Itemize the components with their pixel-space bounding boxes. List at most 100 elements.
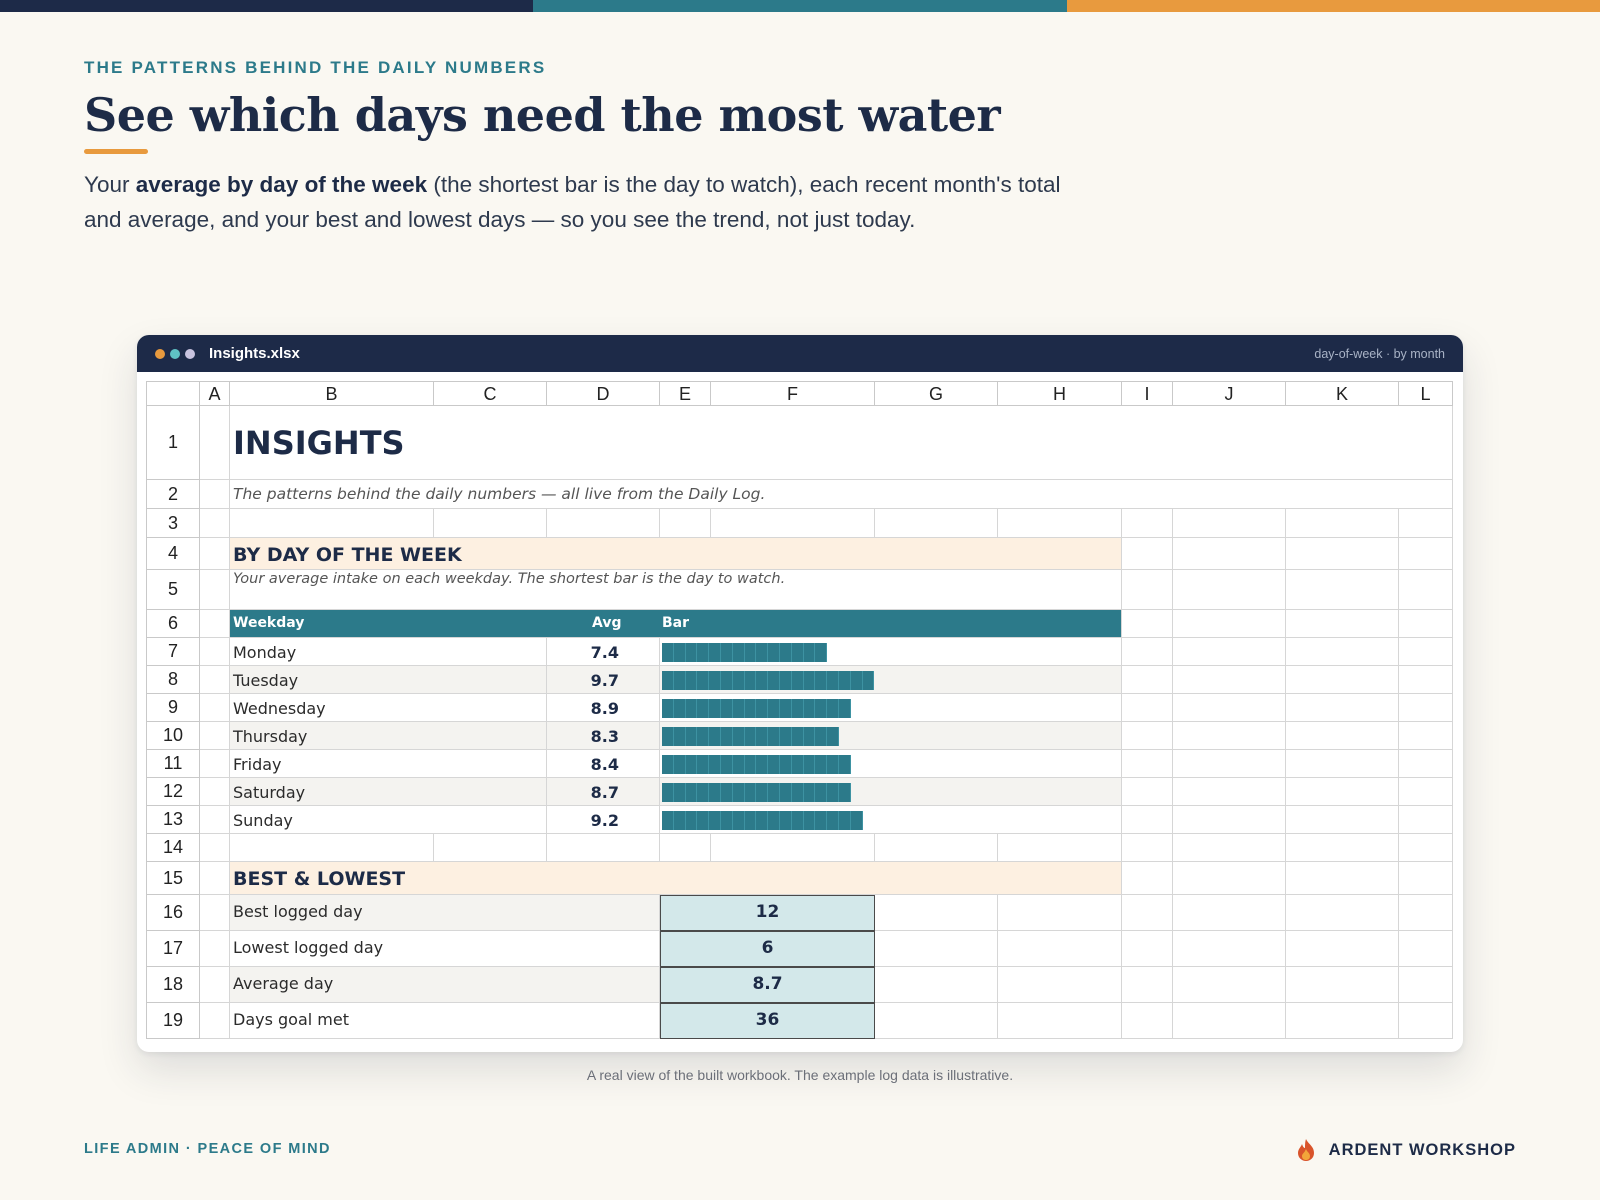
grid-cell[interactable]: [1286, 722, 1399, 750]
row-header-2[interactable]: 2: [146, 480, 200, 509]
row-header-12[interactable]: 12: [146, 778, 200, 806]
grid-cell[interactable]: [1399, 610, 1453, 638]
grid-cell[interactable]: [998, 834, 1122, 862]
grid-cell[interactable]: [1286, 694, 1399, 722]
grid-cell[interactable]: [200, 610, 230, 638]
grid-cell[interactable]: [1173, 570, 1286, 610]
spreadsheet-grid[interactable]: A B C D E F G H I J K L 1 2 3 4 5 6 7 8 9 10 11 12 13 14 15 16 17 18 1…: [146, 381, 1453, 1045]
row-header-13[interactable]: 13: [146, 806, 200, 834]
grid-cell[interactable]: [200, 778, 230, 806]
grid-cell[interactable]: [230, 834, 434, 862]
grid-cell[interactable]: [1173, 967, 1286, 1003]
grid-cell[interactable]: [230, 509, 434, 538]
grid-cell[interactable]: [1399, 666, 1453, 694]
grid-cell[interactable]: [1399, 538, 1453, 570]
grid-cell[interactable]: [875, 895, 998, 931]
grid-cell[interactable]: [1399, 722, 1453, 750]
column-header-f[interactable]: F: [711, 381, 875, 406]
column-header-a[interactable]: A: [200, 381, 230, 406]
grid-cell[interactable]: [1286, 862, 1399, 895]
grid-cell[interactable]: [1286, 570, 1399, 610]
row-header-8[interactable]: 8: [146, 666, 200, 694]
grid-cell[interactable]: [1122, 666, 1173, 694]
grid-cell[interactable]: [1173, 862, 1286, 895]
grid-cell[interactable]: [1122, 538, 1173, 570]
grid-cell[interactable]: [1286, 967, 1399, 1003]
column-header-d[interactable]: D: [547, 381, 660, 406]
grid-cell[interactable]: [200, 509, 230, 538]
grid-cell[interactable]: [1399, 638, 1453, 666]
row-header-19[interactable]: 19: [146, 1003, 200, 1039]
grid-cell[interactable]: [1122, 806, 1173, 834]
grid-cell[interactable]: [547, 834, 660, 862]
grid-cell[interactable]: [200, 406, 230, 480]
grid-cell[interactable]: [547, 509, 660, 538]
grid-cell[interactable]: [200, 638, 230, 666]
grid-cell[interactable]: [1399, 806, 1453, 834]
grid-cell[interactable]: [1173, 778, 1286, 806]
grid-cell[interactable]: [1122, 750, 1173, 778]
column-header-l[interactable]: L: [1399, 381, 1453, 406]
grid-cell[interactable]: [200, 1003, 230, 1039]
grid-cell[interactable]: [1122, 570, 1173, 610]
grid-cell[interactable]: [1173, 666, 1286, 694]
grid-cell[interactable]: [200, 480, 230, 509]
grid-cell[interactable]: [1173, 509, 1286, 538]
grid-cell[interactable]: [998, 931, 1122, 967]
grid-cell[interactable]: [1173, 538, 1286, 570]
grid-cell[interactable]: [1399, 967, 1453, 1003]
weekday-avg-cell[interactable]: [547, 806, 660, 834]
grid-cell[interactable]: [1122, 722, 1173, 750]
grid-cell[interactable]: [1122, 1003, 1173, 1039]
grid-cell[interactable]: [1286, 638, 1399, 666]
column-header-b[interactable]: B: [230, 381, 434, 406]
grid-cell[interactable]: [1122, 931, 1173, 967]
grid-cell[interactable]: [1122, 610, 1173, 638]
grid-cell[interactable]: [200, 694, 230, 722]
grid-cell[interactable]: [660, 509, 711, 538]
sheet-corner[interactable]: [146, 381, 200, 406]
grid-cell[interactable]: [1122, 638, 1173, 666]
grid-cell[interactable]: [1399, 509, 1453, 538]
grid-cell[interactable]: [200, 931, 230, 967]
weekday-avg-cell[interactable]: [547, 666, 660, 694]
column-header-g[interactable]: G: [875, 381, 998, 406]
grid-cell[interactable]: [998, 967, 1122, 1003]
grid-cell[interactable]: [1286, 1003, 1399, 1039]
grid-cell[interactable]: [1122, 895, 1173, 931]
weekday-name-cell[interactable]: [230, 694, 547, 722]
weekday-avg-cell[interactable]: [547, 694, 660, 722]
grid-cell[interactable]: [434, 509, 547, 538]
grid-cell[interactable]: [1286, 834, 1399, 862]
grid-cell[interactable]: [1286, 538, 1399, 570]
grid-cell[interactable]: [1286, 895, 1399, 931]
column-header-e[interactable]: E: [660, 381, 711, 406]
grid-cell[interactable]: [875, 1003, 998, 1039]
column-header-j[interactable]: J: [1173, 381, 1286, 406]
grid-cell[interactable]: [434, 834, 547, 862]
grid-cell[interactable]: [1122, 778, 1173, 806]
grid-cell[interactable]: [1399, 778, 1453, 806]
grid-cell[interactable]: [1122, 694, 1173, 722]
grid-cell[interactable]: [1173, 694, 1286, 722]
grid-cell[interactable]: [1173, 722, 1286, 750]
grid-cell[interactable]: [200, 722, 230, 750]
weekday-name-cell[interactable]: [230, 778, 547, 806]
grid-cell[interactable]: [1399, 750, 1453, 778]
grid-cell[interactable]: [200, 806, 230, 834]
grid-cell[interactable]: [1399, 1003, 1453, 1039]
grid-cell[interactable]: [1173, 750, 1286, 778]
grid-cell[interactable]: [998, 509, 1122, 538]
row-header-1[interactable]: 1: [146, 406, 200, 480]
row-header-15[interactable]: 15: [146, 862, 200, 895]
weekday-name-cell[interactable]: [230, 722, 547, 750]
grid-cell[interactable]: [200, 862, 230, 895]
grid-cell[interactable]: [1286, 610, 1399, 638]
column-header-k[interactable]: K: [1286, 381, 1399, 406]
row-header-17[interactable]: 17: [146, 931, 200, 967]
weekday-name-cell[interactable]: [230, 638, 547, 666]
weekday-name-cell[interactable]: [230, 750, 547, 778]
grid-cell[interactable]: [1399, 694, 1453, 722]
grid-cell[interactable]: [1173, 931, 1286, 967]
weekday-avg-cell[interactable]: [547, 722, 660, 750]
